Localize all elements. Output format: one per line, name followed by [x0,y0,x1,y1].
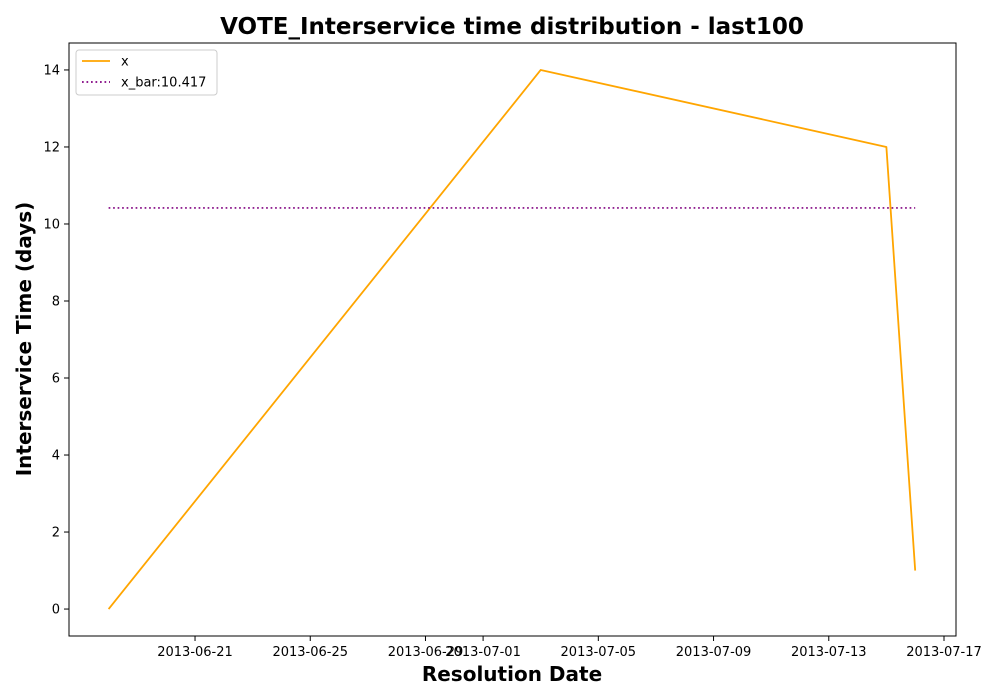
x-axis-label: Resolution Date [422,662,602,686]
x-tick-label-2: 2013-06-29 [388,645,464,660]
y-tick-label-6: 12 [43,140,60,155]
x-tick-label-7: 2013-07-17 [906,645,982,660]
plot-area: 0 2 4 6 8 10 12 14 2013-06-21 2013-06-25 2013-06-2… [43,42,982,660]
series-line-0 [107,69,917,610]
y-axis-label: Interservice Time (days) [12,202,36,477]
x-tick-label-4: 2013-07-05 [561,645,637,660]
y-tick-label-1: 2 [52,526,60,541]
y-tick-label-4: 8 [52,294,60,309]
y-tick-label-0: 0 [52,603,60,618]
x-tick-label-6: 2013-07-13 [791,645,867,660]
legend-label-0: x [121,55,129,70]
y-tick-label-2: 4 [52,449,60,464]
y-tick-label-5: 10 [43,217,60,232]
x-tick-label-5: 2013-07-09 [676,645,752,660]
x-tick-label-0: 2013-06-21 [157,645,233,660]
x-tick-label-3: 2013-07-01 [445,645,521,660]
y-tick-label-7: 14 [43,63,60,78]
chart-title: VOTE_Interservice time distribution - la… [220,14,804,40]
legend: x x_bar:10.417 [75,49,218,96]
y-tick-label-3: 6 [52,372,60,387]
x-tick-label-1: 2013-06-25 [272,645,348,660]
axes-frame [68,42,957,637]
legend-label-1: x_bar:10.417 [121,76,206,91]
legend-box [75,49,218,96]
